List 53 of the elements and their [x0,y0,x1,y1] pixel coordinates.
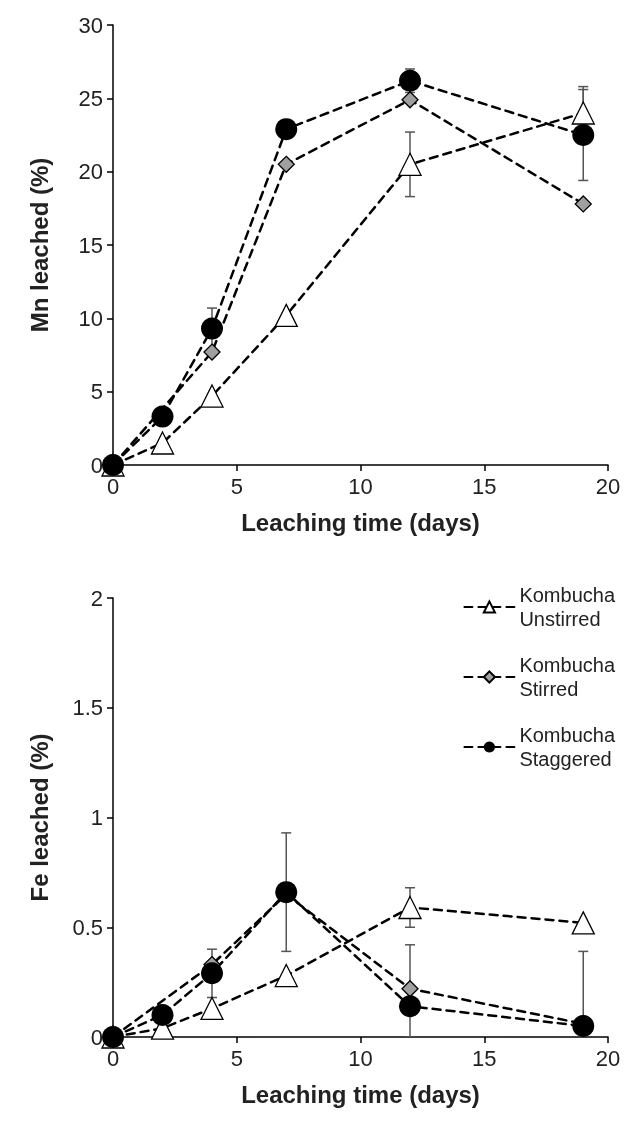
point [150,431,175,455]
x-tick-label: 5 [230,473,243,499]
y-tick-label: 0.5 [72,914,103,940]
point [151,405,174,428]
point [574,195,592,213]
x-tick-label: 15 [472,1045,497,1071]
x-tick-label: 10 [348,1045,373,1071]
point [201,962,223,985]
legend-label: Kombucha Staggered [519,724,616,770]
y-tick-label: 10 [78,305,103,331]
point [275,118,298,141]
y-tick-label: 1.5 [72,695,103,721]
point [277,155,295,173]
point [275,881,298,904]
x-tick-label: 5 [230,1045,243,1071]
point [398,895,422,920]
point [571,101,595,125]
y-tick-label: 5 [90,379,103,405]
legend-label: Kombucha Stirred [519,654,616,700]
x-tick-label: 0 [106,1045,120,1071]
y-tick-label: 1 [90,805,103,830]
point [401,980,419,998]
y-tick-label: 25 [78,85,103,111]
y-tick-label: 0 [90,1024,103,1050]
point [200,996,224,1021]
legend-label: Kombucha Unstirred [519,584,616,630]
y-axis-title: Fe leached (%) [25,733,53,902]
y-axis-title: Mn leached (%) [25,157,53,333]
point [274,303,298,328]
x-tick-label: 10 [348,473,373,499]
point [274,963,298,988]
point [399,995,421,1018]
point [401,91,419,109]
x-tick-label: 15 [472,473,497,499]
y-tick-label: 2 [90,585,103,611]
y-tick-label: 15 [78,232,103,258]
point [203,343,221,361]
y-tick-label: 30 [78,12,103,38]
point [572,1015,595,1038]
point [151,1004,174,1027]
point [201,317,223,340]
y-tick-label: 0 [90,452,103,478]
point [399,69,421,92]
x-axis-title: Leaching time (days) [241,508,480,536]
point [571,911,595,935]
point [572,124,595,146]
point [398,152,422,176]
x-axis-title: Leaching time (days) [241,1080,480,1108]
y-tick-label: 20 [78,159,103,185]
x-tick-label: 20 [595,1045,621,1071]
point [200,384,224,408]
x-tick-label: 20 [595,473,621,499]
x-tick-label: 0 [106,473,120,499]
